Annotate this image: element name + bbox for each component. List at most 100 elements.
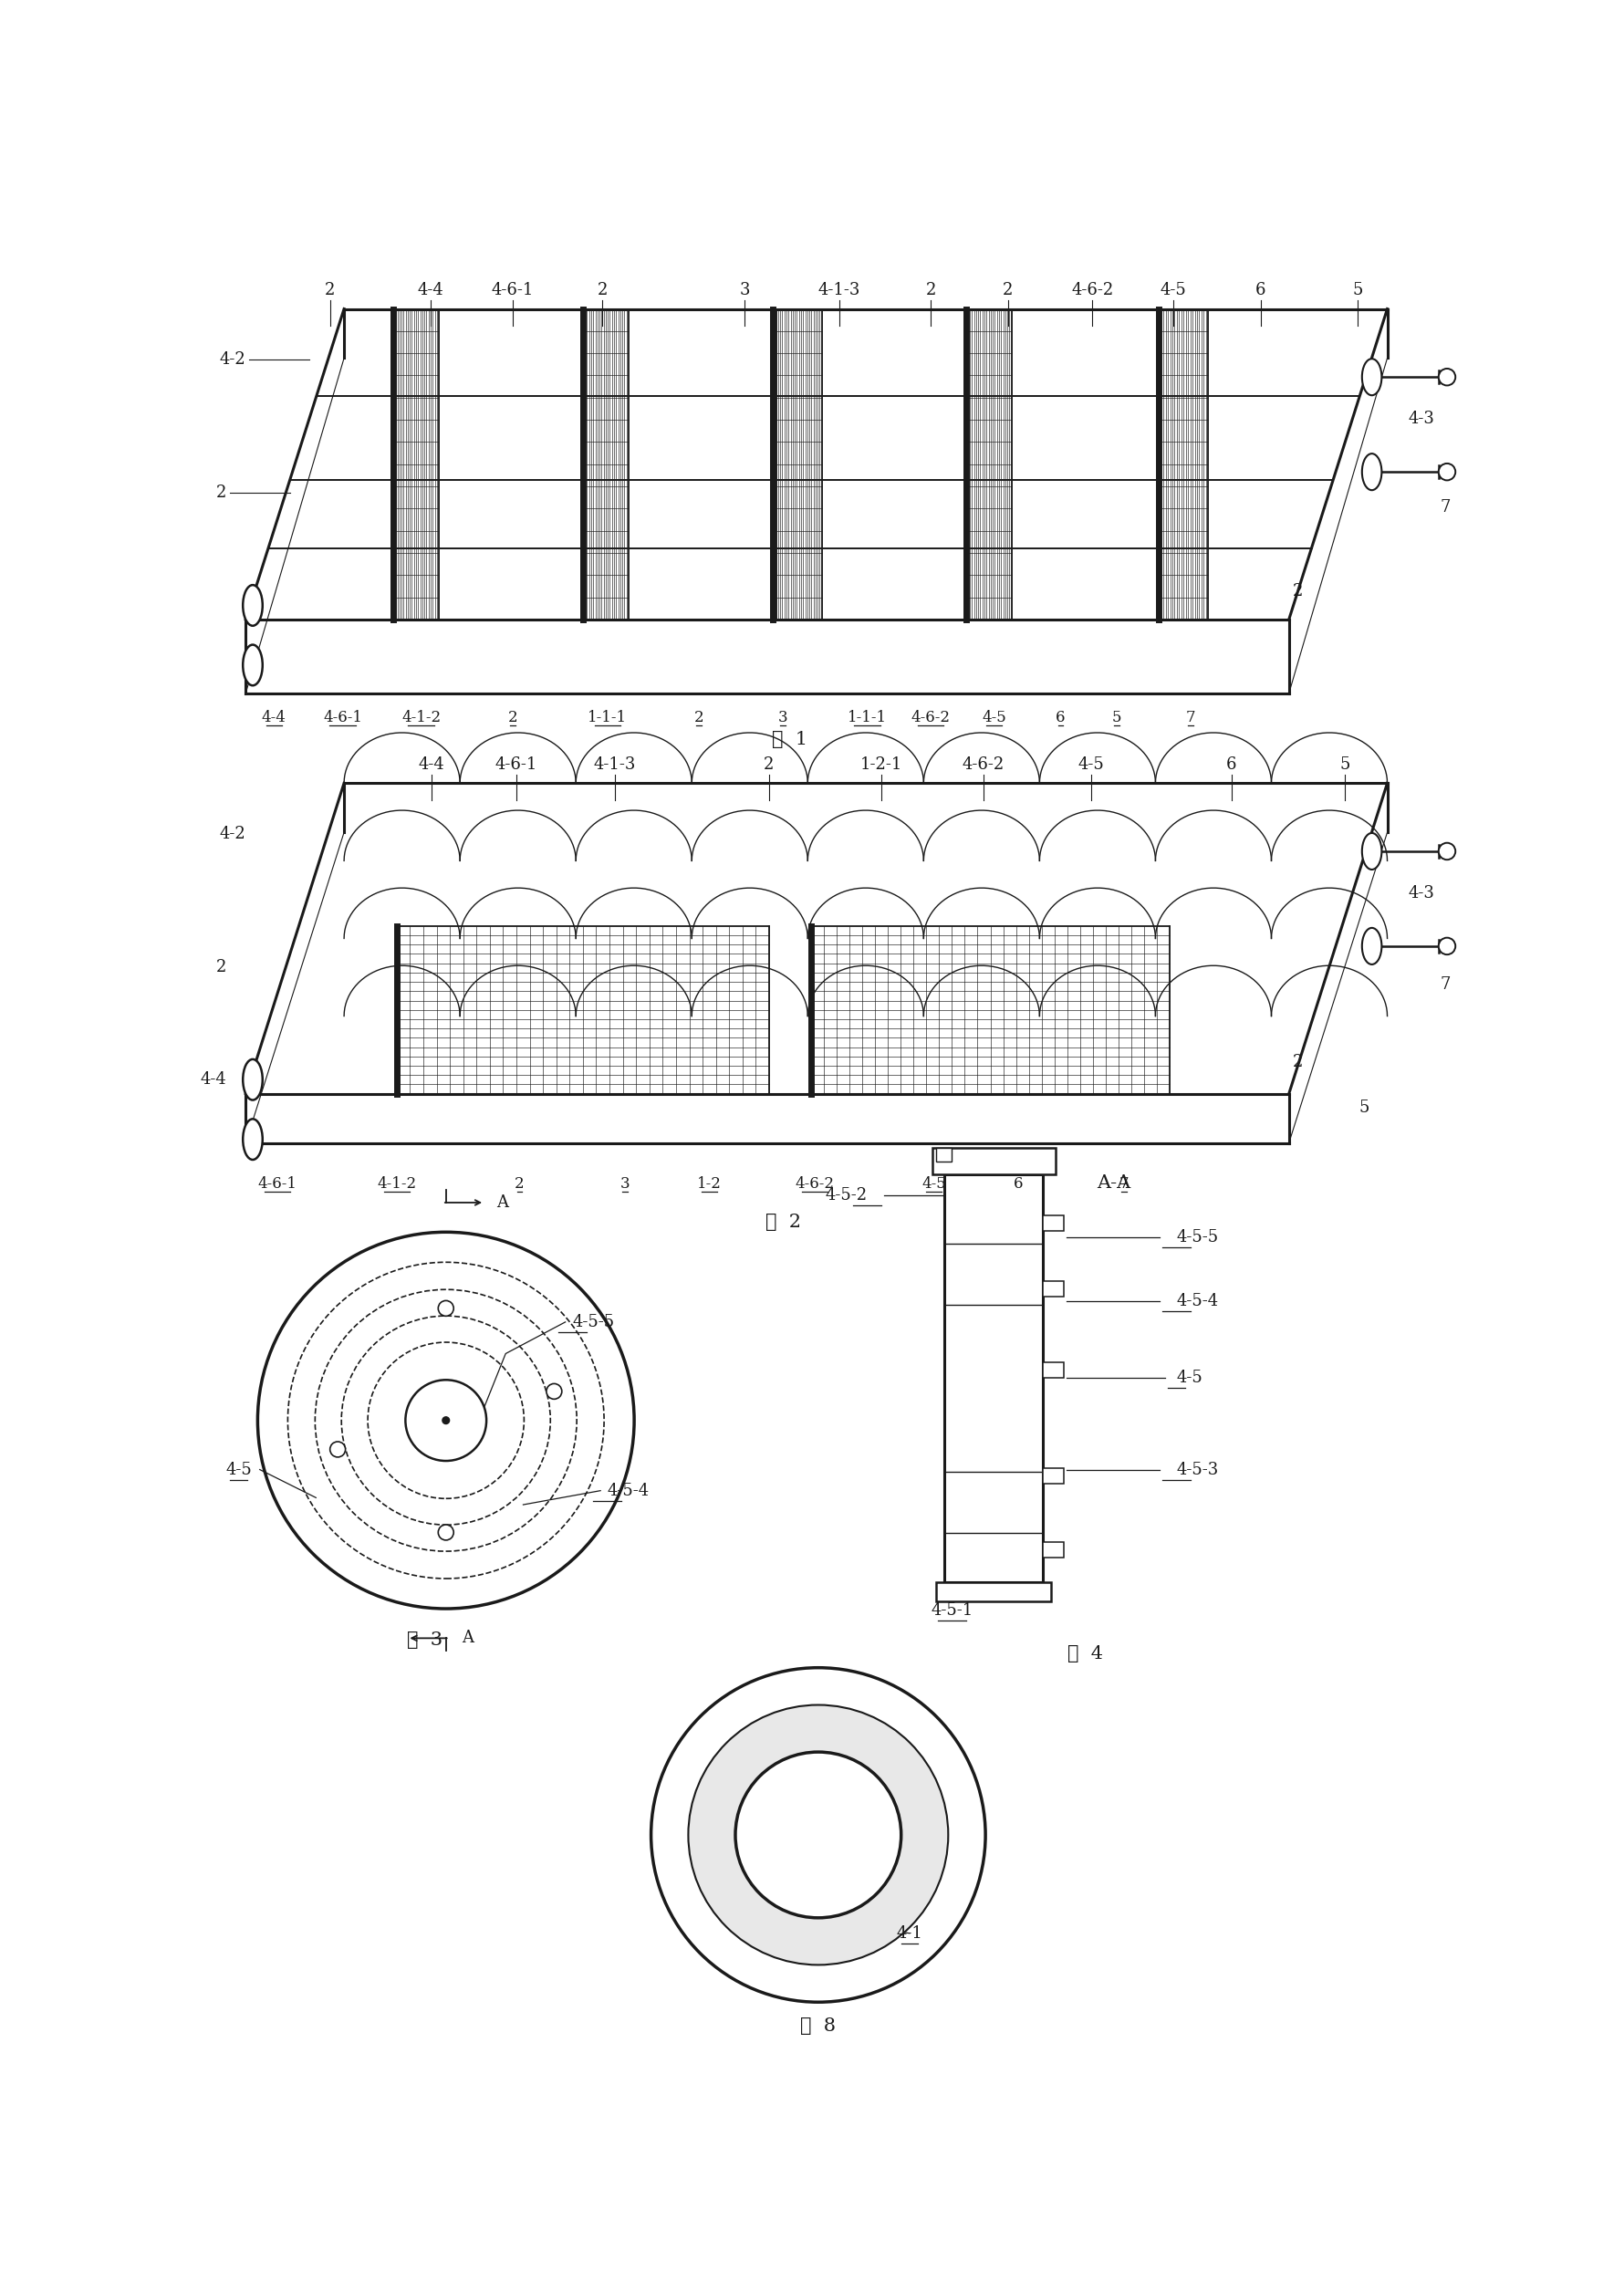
Text: 5: 5 bbox=[1112, 711, 1122, 725]
Text: 图  2: 图 2 bbox=[765, 1213, 801, 1231]
Text: 5: 5 bbox=[1353, 282, 1363, 298]
Circle shape bbox=[1439, 369, 1455, 385]
Bar bbox=[937, 1149, 952, 1160]
Text: 4-5: 4-5 bbox=[1078, 757, 1104, 773]
Text: 2: 2 bbox=[598, 282, 607, 298]
Text: 4-6-1: 4-6-1 bbox=[492, 282, 534, 298]
Circle shape bbox=[1439, 938, 1455, 954]
Text: 4-5: 4-5 bbox=[922, 1176, 947, 1192]
Text: 5: 5 bbox=[1359, 1101, 1369, 1117]
Bar bbox=[937, 1582, 1051, 1601]
Bar bbox=[1043, 1468, 1064, 1484]
Text: A-A: A-A bbox=[1096, 1174, 1130, 1192]
Text: 4-4: 4-4 bbox=[417, 282, 443, 298]
Text: 2: 2 bbox=[1002, 282, 1013, 298]
Circle shape bbox=[258, 1231, 635, 1610]
Text: 3: 3 bbox=[739, 282, 750, 298]
Text: 5: 5 bbox=[1340, 757, 1350, 773]
Text: 6: 6 bbox=[1013, 1176, 1023, 1192]
Text: 4-5-4: 4-5-4 bbox=[607, 1484, 650, 1500]
Circle shape bbox=[689, 1706, 948, 1965]
Ellipse shape bbox=[244, 585, 263, 626]
Text: 4-5-3: 4-5-3 bbox=[1176, 1461, 1218, 1477]
Text: 7: 7 bbox=[1186, 711, 1195, 725]
Text: 4-1-3: 4-1-3 bbox=[818, 282, 861, 298]
Ellipse shape bbox=[244, 644, 263, 686]
Bar bbox=[1043, 1362, 1064, 1378]
Text: 1-2: 1-2 bbox=[697, 1176, 721, 1192]
Text: 4-5-5: 4-5-5 bbox=[572, 1314, 614, 1330]
Bar bbox=[1043, 1541, 1064, 1557]
Text: 4-5-2: 4-5-2 bbox=[825, 1188, 867, 1204]
Text: 2: 2 bbox=[1293, 1055, 1302, 1071]
Text: 2: 2 bbox=[693, 711, 703, 725]
Text: 图  1: 图 1 bbox=[773, 731, 809, 748]
Text: A: A bbox=[497, 1195, 508, 1211]
Text: 4-2: 4-2 bbox=[219, 351, 245, 367]
Text: 4-6-2: 4-6-2 bbox=[796, 1176, 835, 1192]
Text: 6: 6 bbox=[1255, 282, 1267, 298]
Text: 3: 3 bbox=[620, 1176, 630, 1192]
Text: 4-5-1: 4-5-1 bbox=[931, 1603, 973, 1619]
Text: 2: 2 bbox=[1293, 582, 1302, 598]
Text: 4-5: 4-5 bbox=[981, 711, 1007, 725]
Text: A: A bbox=[461, 1630, 473, 1646]
Text: 4-6-2: 4-6-2 bbox=[963, 757, 1004, 773]
Circle shape bbox=[1439, 463, 1455, 479]
Text: 4-1-2: 4-1-2 bbox=[377, 1176, 416, 1192]
Text: 4-1-3: 4-1-3 bbox=[593, 757, 635, 773]
Circle shape bbox=[406, 1380, 487, 1461]
Text: 7: 7 bbox=[1119, 1176, 1129, 1192]
Bar bbox=[945, 1174, 1043, 1582]
Text: 3: 3 bbox=[778, 711, 788, 725]
Text: 4-4: 4-4 bbox=[261, 711, 286, 725]
Bar bbox=[932, 1149, 1056, 1174]
Text: 2: 2 bbox=[216, 958, 227, 975]
Text: 图  4: 图 4 bbox=[1067, 1644, 1103, 1662]
Ellipse shape bbox=[244, 1059, 263, 1101]
Text: 4-4: 4-4 bbox=[200, 1071, 227, 1087]
Circle shape bbox=[1439, 844, 1455, 860]
Text: 7: 7 bbox=[1440, 977, 1450, 993]
Text: 4-5-4: 4-5-4 bbox=[1176, 1293, 1218, 1309]
Text: 6: 6 bbox=[1056, 711, 1065, 725]
Text: 7: 7 bbox=[1440, 500, 1450, 516]
Text: 2: 2 bbox=[216, 484, 227, 502]
Text: 4-2: 4-2 bbox=[219, 825, 245, 842]
Text: 4-6-1: 4-6-1 bbox=[323, 711, 362, 725]
Circle shape bbox=[330, 1442, 346, 1456]
Circle shape bbox=[438, 1300, 453, 1316]
Text: 2: 2 bbox=[508, 711, 518, 725]
Text: 1-1-1: 1-1-1 bbox=[848, 711, 887, 725]
Text: 图  8: 图 8 bbox=[801, 2018, 836, 2034]
Text: 2: 2 bbox=[763, 757, 775, 773]
Text: 图  3: 图 3 bbox=[408, 1630, 443, 1649]
Circle shape bbox=[438, 1525, 453, 1541]
Ellipse shape bbox=[1363, 929, 1382, 965]
Ellipse shape bbox=[1363, 358, 1382, 394]
Text: 4-6-2: 4-6-2 bbox=[1072, 282, 1114, 298]
Circle shape bbox=[546, 1383, 562, 1399]
Bar bbox=[1043, 1282, 1064, 1296]
Text: 2: 2 bbox=[325, 282, 335, 298]
Text: 1-1-1: 1-1-1 bbox=[588, 711, 627, 725]
Text: 4-6-1: 4-6-1 bbox=[495, 757, 538, 773]
Text: 4-6-1: 4-6-1 bbox=[258, 1176, 297, 1192]
Circle shape bbox=[651, 1667, 986, 2002]
Ellipse shape bbox=[244, 1119, 263, 1160]
Ellipse shape bbox=[1363, 832, 1382, 869]
Text: 2: 2 bbox=[926, 282, 935, 298]
Text: 4-1: 4-1 bbox=[896, 1926, 922, 1942]
Text: 4-3: 4-3 bbox=[1408, 885, 1434, 901]
Text: 4-3: 4-3 bbox=[1408, 410, 1434, 426]
Text: 4-5: 4-5 bbox=[1176, 1369, 1203, 1387]
Text: 1-2-1: 1-2-1 bbox=[861, 757, 903, 773]
Circle shape bbox=[736, 1752, 901, 1917]
Text: 2: 2 bbox=[515, 1176, 525, 1192]
Text: 4-5: 4-5 bbox=[1160, 282, 1186, 298]
Text: 4-5: 4-5 bbox=[226, 1461, 252, 1477]
Text: 6: 6 bbox=[1226, 757, 1236, 773]
Text: 4-1-2: 4-1-2 bbox=[401, 711, 442, 725]
Circle shape bbox=[442, 1417, 450, 1424]
Text: 4-5-5: 4-5-5 bbox=[1176, 1229, 1218, 1245]
